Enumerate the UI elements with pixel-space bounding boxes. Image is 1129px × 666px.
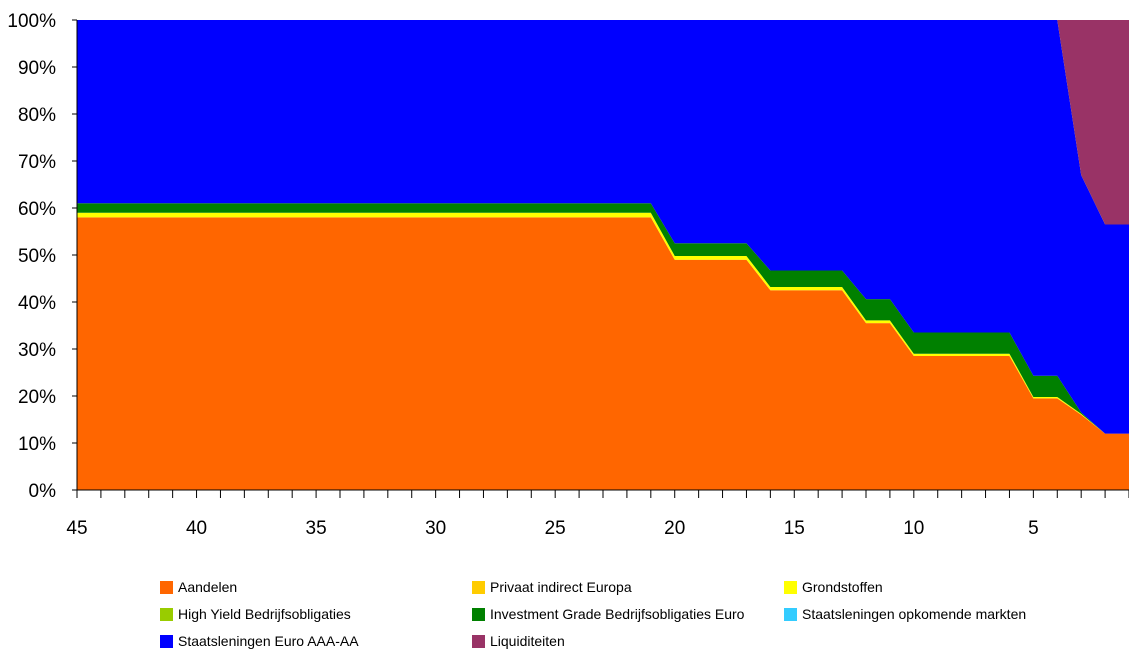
series-areas [77, 20, 1129, 490]
legend-swatch [160, 634, 173, 648]
y-tick-label: 0% [29, 481, 57, 502]
legend-swatch [784, 607, 797, 621]
y-tick-label: 90% [18, 58, 56, 79]
y-tick-label: 100% [7, 11, 56, 32]
x-tick-label: 5 [1028, 518, 1039, 539]
legend-item-grondstoffen: Grondstoffen [784, 578, 1114, 596]
legend-label: Aandelen [178, 579, 238, 595]
legend-item-staatsleningen-opkomende-markten: Staatsleningen opkomende markten [784, 605, 1114, 623]
y-tick-label: 60% [18, 199, 56, 220]
axes [72, 19, 1129, 498]
legend-label: High Yield Bedrijfsobligaties [178, 606, 351, 622]
y-tick-label: 70% [18, 152, 56, 173]
x-tick-label: 15 [784, 518, 805, 539]
legend-label: Staatsleningen Euro AAA-AA [178, 633, 359, 649]
x-tick-label: 10 [903, 518, 924, 539]
legend-swatch [160, 607, 173, 621]
legend-swatch [160, 580, 173, 594]
legend-item-staatsleningen-euro-aaa-aa: Staatsleningen Euro AAA-AA [160, 632, 472, 650]
legend-label: Investment Grade Bedrijfsobligaties Euro [490, 606, 745, 622]
y-tick-labels: 0% 10% 20% 30% 40% 50% 60% 70% 80% 90% 100% [7, 11, 56, 502]
legend-item-high-yield-bedrijfsobligaties: High Yield Bedrijfsobligaties [160, 605, 472, 623]
legend-label: Privaat indirect Europa [490, 579, 632, 595]
legend-swatch [472, 634, 485, 648]
y-tick-label: 80% [18, 105, 56, 126]
legend-item-investment-grade-bedrijfsobligaties-euro: Investment Grade Bedrijfsobligaties Euro [472, 605, 784, 623]
y-tick-label: 10% [18, 434, 56, 455]
legend-swatch [472, 607, 485, 621]
y-tick-label: 50% [18, 246, 56, 267]
legend-swatch [784, 580, 797, 594]
y-tick-label: 30% [18, 340, 56, 361]
y-tick-label: 20% [18, 387, 56, 408]
x-tick-label: 30 [425, 518, 446, 539]
legend-item-aandelen: Aandelen [160, 578, 472, 596]
legend: Aandelen Privaat indirect Europa Grondstof… [160, 578, 1120, 650]
legend-swatch [472, 580, 485, 594]
area-staatsleningen-euro-aaa-aa [77, 20, 1129, 434]
legend-item-liquiditeiten: Liquiditeiten [472, 632, 784, 650]
x-tick-label: 40 [186, 518, 207, 539]
x-tick-label: 20 [664, 518, 685, 539]
legend-item-privaat-indirect-europa: Privaat indirect Europa [472, 578, 784, 596]
area-aandelen [77, 217, 1129, 490]
legend-label: Liquiditeiten [490, 633, 565, 649]
legend-label: Staatsleningen opkomende markten [802, 606, 1027, 622]
x-tick-label: 35 [306, 518, 327, 539]
legend-label: Grondstoffen [802, 579, 883, 595]
x-tick-label: 25 [545, 518, 566, 539]
y-tick-label: 40% [18, 293, 56, 314]
x-tick-labels: 45 40 35 30 25 20 15 10 5 [66, 518, 1038, 539]
x-tick-label: 45 [66, 518, 87, 539]
